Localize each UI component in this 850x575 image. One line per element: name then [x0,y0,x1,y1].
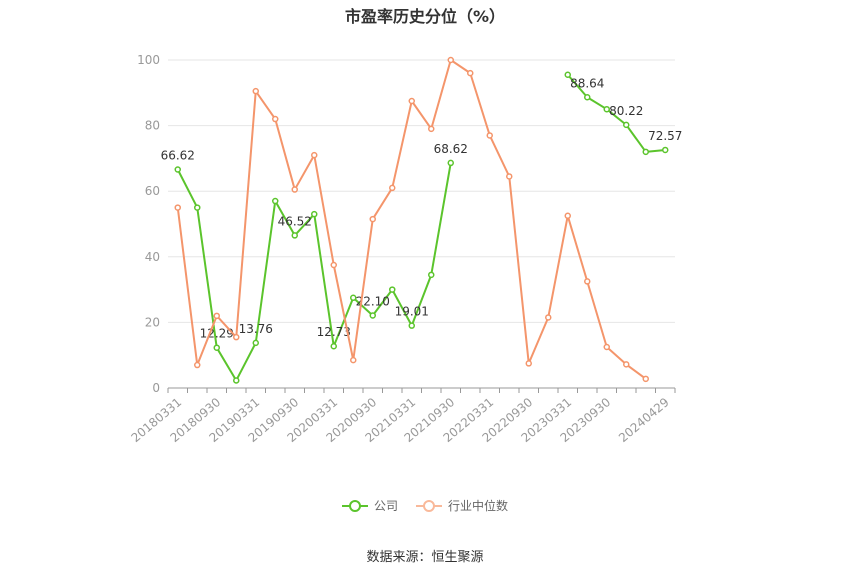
data-point [603,343,610,351]
data-point [623,121,630,129]
data-point [194,361,201,369]
data-point [447,56,454,64]
data-label: 72.57 [648,129,682,143]
data-label: 22.10 [356,295,390,309]
legend-label-industry: 行业中位数 [448,499,509,513]
data-point [311,151,318,159]
data-point [174,204,181,211]
data-point [408,97,415,105]
data-point [506,173,513,180]
data-point [330,261,337,269]
data-point [389,286,396,293]
data-point [252,339,259,347]
x-tick-label: 20240429 [616,395,672,445]
data-label: 19.01 [395,305,429,319]
data-point [369,215,376,223]
data-point [525,360,532,367]
data-label: 80.22 [609,104,643,118]
data-point [350,294,357,302]
data-point [194,204,201,211]
data-point [311,210,318,218]
data-point [642,375,649,383]
data-point [584,278,591,285]
data-point [272,197,279,205]
data-point [564,71,571,79]
data-point [252,87,259,95]
data-source-note: 数据来源：恒生聚源 [366,550,484,565]
data-point [545,314,552,321]
data-point [642,148,649,156]
y-tick-label: 0 [152,381,160,395]
series-line [566,74,666,153]
y-tick-label: 100 [137,53,160,67]
data-point [272,115,279,123]
data-point [213,344,220,351]
legend-swatch-company [341,499,368,513]
data-point [369,312,376,319]
data-point [467,69,474,77]
data-point [350,356,357,364]
data-point [486,132,493,139]
data-point [662,146,669,154]
data-point [584,94,591,101]
legend-label-company: 公司 [373,499,398,513]
data-label: 13.76 [239,322,273,336]
data-point [428,271,435,279]
data-point [408,322,415,329]
data-label: 88.64 [570,76,604,90]
data-point [330,342,337,350]
data-label: 66.62 [161,148,195,162]
data-label: 46.52 [278,214,312,228]
data-point [233,377,240,384]
data-point [233,333,240,341]
data-label: 68.62 [434,142,468,156]
y-tick-label: 80 [145,119,160,133]
data-point [291,186,298,193]
legend-item-company[interactable]: 公司 [341,497,398,514]
data-point [291,232,298,239]
chart-title: 市盈率历史分位（%） [344,7,506,26]
data-point [213,312,220,320]
data-point [174,166,181,173]
y-tick-label: 20 [145,315,160,329]
data-point [603,105,610,113]
legend-swatch-industry [416,499,442,513]
data-point [564,212,571,220]
data-point [428,125,435,133]
data-point [623,361,630,368]
y-tick-label: 40 [145,250,160,264]
data-label: 12.73 [317,325,351,339]
chart-legend: 公司 行业中位数 [0,497,850,514]
data-point [447,159,454,167]
data-point [389,184,396,192]
legend-item-industry[interactable]: 行业中位数 [416,497,508,514]
y-tick-label: 60 [145,184,160,198]
